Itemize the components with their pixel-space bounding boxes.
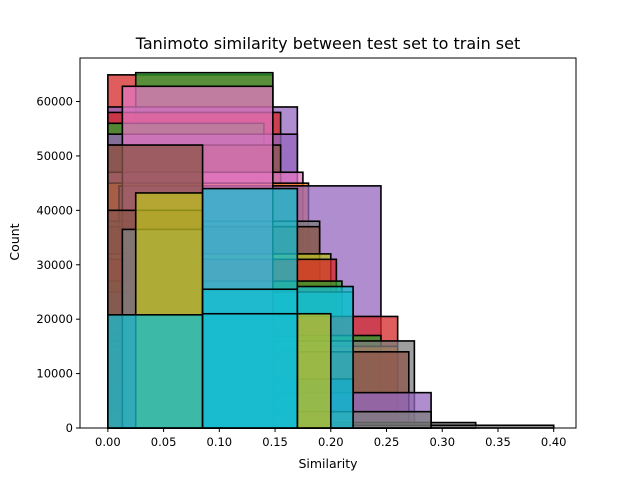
x-tick-label: 0.05 [151, 435, 177, 449]
x-tick-label: 0.20 [318, 435, 344, 449]
x-axis: 0.00 0.05 0.10 0.15 0.20 0.25 0.30 0.35 0.40 [95, 428, 567, 449]
bars-group [107, 71, 555, 429]
x-tick-label: 0.30 [429, 435, 455, 449]
y-tick-label: 50000 [36, 149, 73, 163]
histogram-bar [201, 312, 299, 429]
x-tick-label: 0.25 [374, 435, 400, 449]
chart-title: Tanimoto similarity between test set to … [135, 34, 521, 53]
axes-frame [79, 57, 577, 429]
y-tick-label: 30000 [36, 258, 73, 272]
plot-area: 0.00 0.05 0.10 0.15 0.20 0.25 0.30 0.35 0.40 0 10… [36, 57, 577, 449]
x-tick-label: 0.15 [262, 435, 288, 449]
histogram-bar [296, 312, 332, 429]
x-tick-label: 0.35 [485, 435, 511, 449]
y-tick-label: 40000 [36, 203, 73, 217]
y-tick-label: 20000 [36, 312, 73, 326]
y-tick-label: 0 [66, 421, 73, 435]
y-axis: 0 10000 20000 30000 40000 50000 60000 [36, 95, 80, 435]
x-axis-label: Similarity [298, 456, 358, 471]
y-axis-label: Count [7, 223, 22, 260]
y-tick-label: 60000 [36, 95, 73, 109]
y-tick-label: 10000 [36, 367, 73, 381]
x-tick-label: 0.00 [95, 435, 121, 449]
x-tick-label: 0.10 [207, 435, 233, 449]
x-tick-label: 0.40 [541, 435, 567, 449]
histogram-bar [107, 314, 204, 429]
